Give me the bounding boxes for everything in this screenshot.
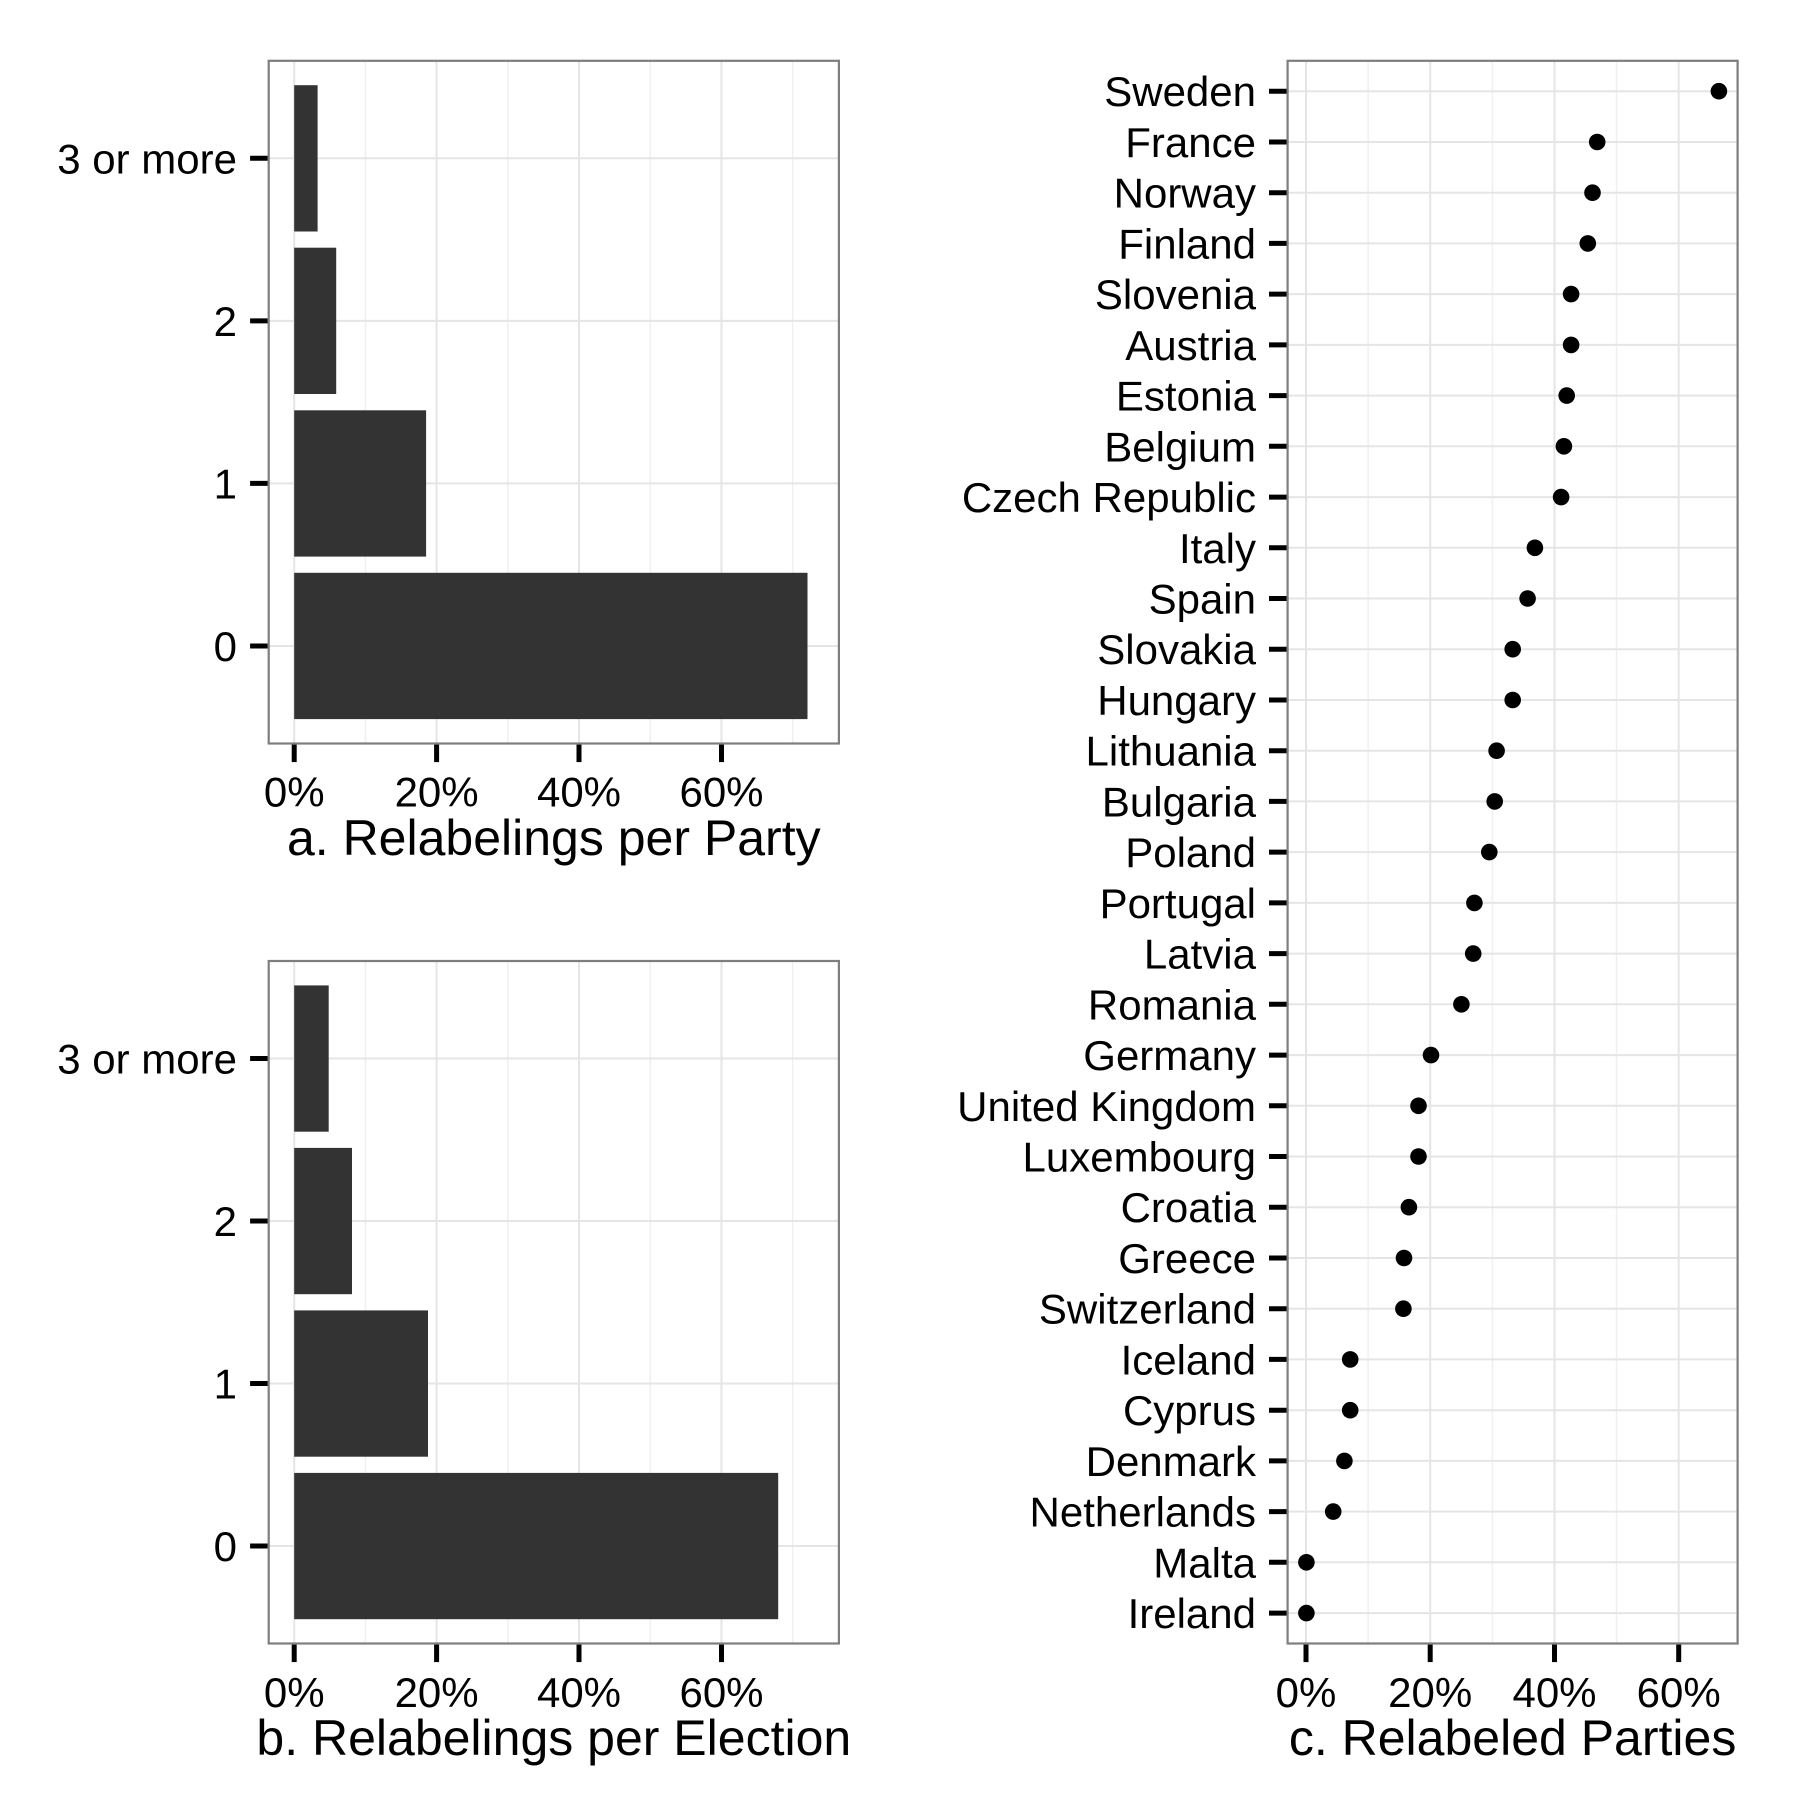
svg-text:0%: 0% [1276, 1669, 1337, 1716]
svg-text:Cyprus: Cyprus [1123, 1387, 1256, 1434]
svg-text:Estonia: Estonia [1116, 373, 1257, 420]
svg-text:1: 1 [214, 1361, 237, 1408]
svg-text:Bulgaria: Bulgaria [1102, 778, 1257, 825]
svg-text:Croatia: Croatia [1121, 1184, 1257, 1231]
svg-text:Czech Republic: Czech Republic [962, 474, 1256, 521]
svg-text:60%: 60% [679, 769, 763, 816]
svg-text:Luxembourg: Luxembourg [1023, 1134, 1256, 1181]
svg-text:Lithuania: Lithuania [1086, 728, 1257, 775]
svg-text:Denmark: Denmark [1086, 1438, 1257, 1485]
svg-text:Austria: Austria [1125, 322, 1256, 369]
svg-text:Latvia: Latvia [1144, 931, 1257, 978]
svg-text:0%: 0% [264, 769, 325, 816]
svg-text:40%: 40% [1512, 1669, 1596, 1716]
svg-text:Greece: Greece [1118, 1235, 1256, 1282]
svg-text:0: 0 [214, 623, 237, 670]
svg-text:Spain: Spain [1149, 576, 1256, 623]
svg-text:40%: 40% [537, 769, 621, 816]
svg-text:0: 0 [214, 1523, 237, 1570]
svg-text:Slovenia: Slovenia [1095, 271, 1257, 318]
svg-text:a. Relabelings per Party: a. Relabelings per Party [287, 810, 821, 866]
svg-text:Germany: Germany [1083, 1032, 1256, 1079]
svg-text:2: 2 [214, 298, 237, 345]
svg-text:20%: 20% [395, 769, 479, 816]
svg-text:3 or more: 3 or more [57, 1036, 237, 1083]
svg-text:60%: 60% [679, 1669, 763, 1716]
svg-text:Poland: Poland [1125, 829, 1256, 876]
svg-text:Romania: Romania [1088, 981, 1257, 1028]
svg-text:Portugal: Portugal [1100, 880, 1256, 927]
svg-text:c. Relabeled Parties: c. Relabeled Parties [1289, 1710, 1736, 1766]
svg-text:2: 2 [214, 1198, 237, 1245]
svg-text:Belgium: Belgium [1104, 423, 1256, 470]
svg-text:3 or more: 3 or more [57, 135, 237, 182]
svg-text:60%: 60% [1637, 1669, 1721, 1716]
svg-text:France: France [1125, 119, 1256, 166]
svg-text:Ireland: Ireland [1128, 1590, 1256, 1637]
svg-text:United Kingdom: United Kingdom [957, 1083, 1256, 1130]
svg-text:40%: 40% [537, 1669, 621, 1716]
svg-text:Sweden: Sweden [1104, 68, 1256, 115]
svg-text:Hungary: Hungary [1097, 677, 1256, 724]
svg-text:Italy: Italy [1179, 525, 1256, 572]
svg-text:0%: 0% [264, 1669, 325, 1716]
svg-text:Iceland: Iceland [1121, 1336, 1256, 1383]
svg-text:Malta: Malta [1153, 1539, 1256, 1586]
svg-text:1: 1 [214, 460, 237, 507]
svg-text:Slovakia: Slovakia [1097, 626, 1256, 673]
svg-text:Finland: Finland [1118, 220, 1256, 267]
svg-text:20%: 20% [1388, 1669, 1472, 1716]
svg-text:b. Relabelings per Election: b. Relabelings per Election [256, 1710, 851, 1766]
svg-text:20%: 20% [395, 1669, 479, 1716]
svg-text:Netherlands: Netherlands [1030, 1489, 1256, 1536]
svg-text:Switzerland: Switzerland [1039, 1286, 1256, 1333]
svg-text:Norway: Norway [1114, 170, 1256, 217]
